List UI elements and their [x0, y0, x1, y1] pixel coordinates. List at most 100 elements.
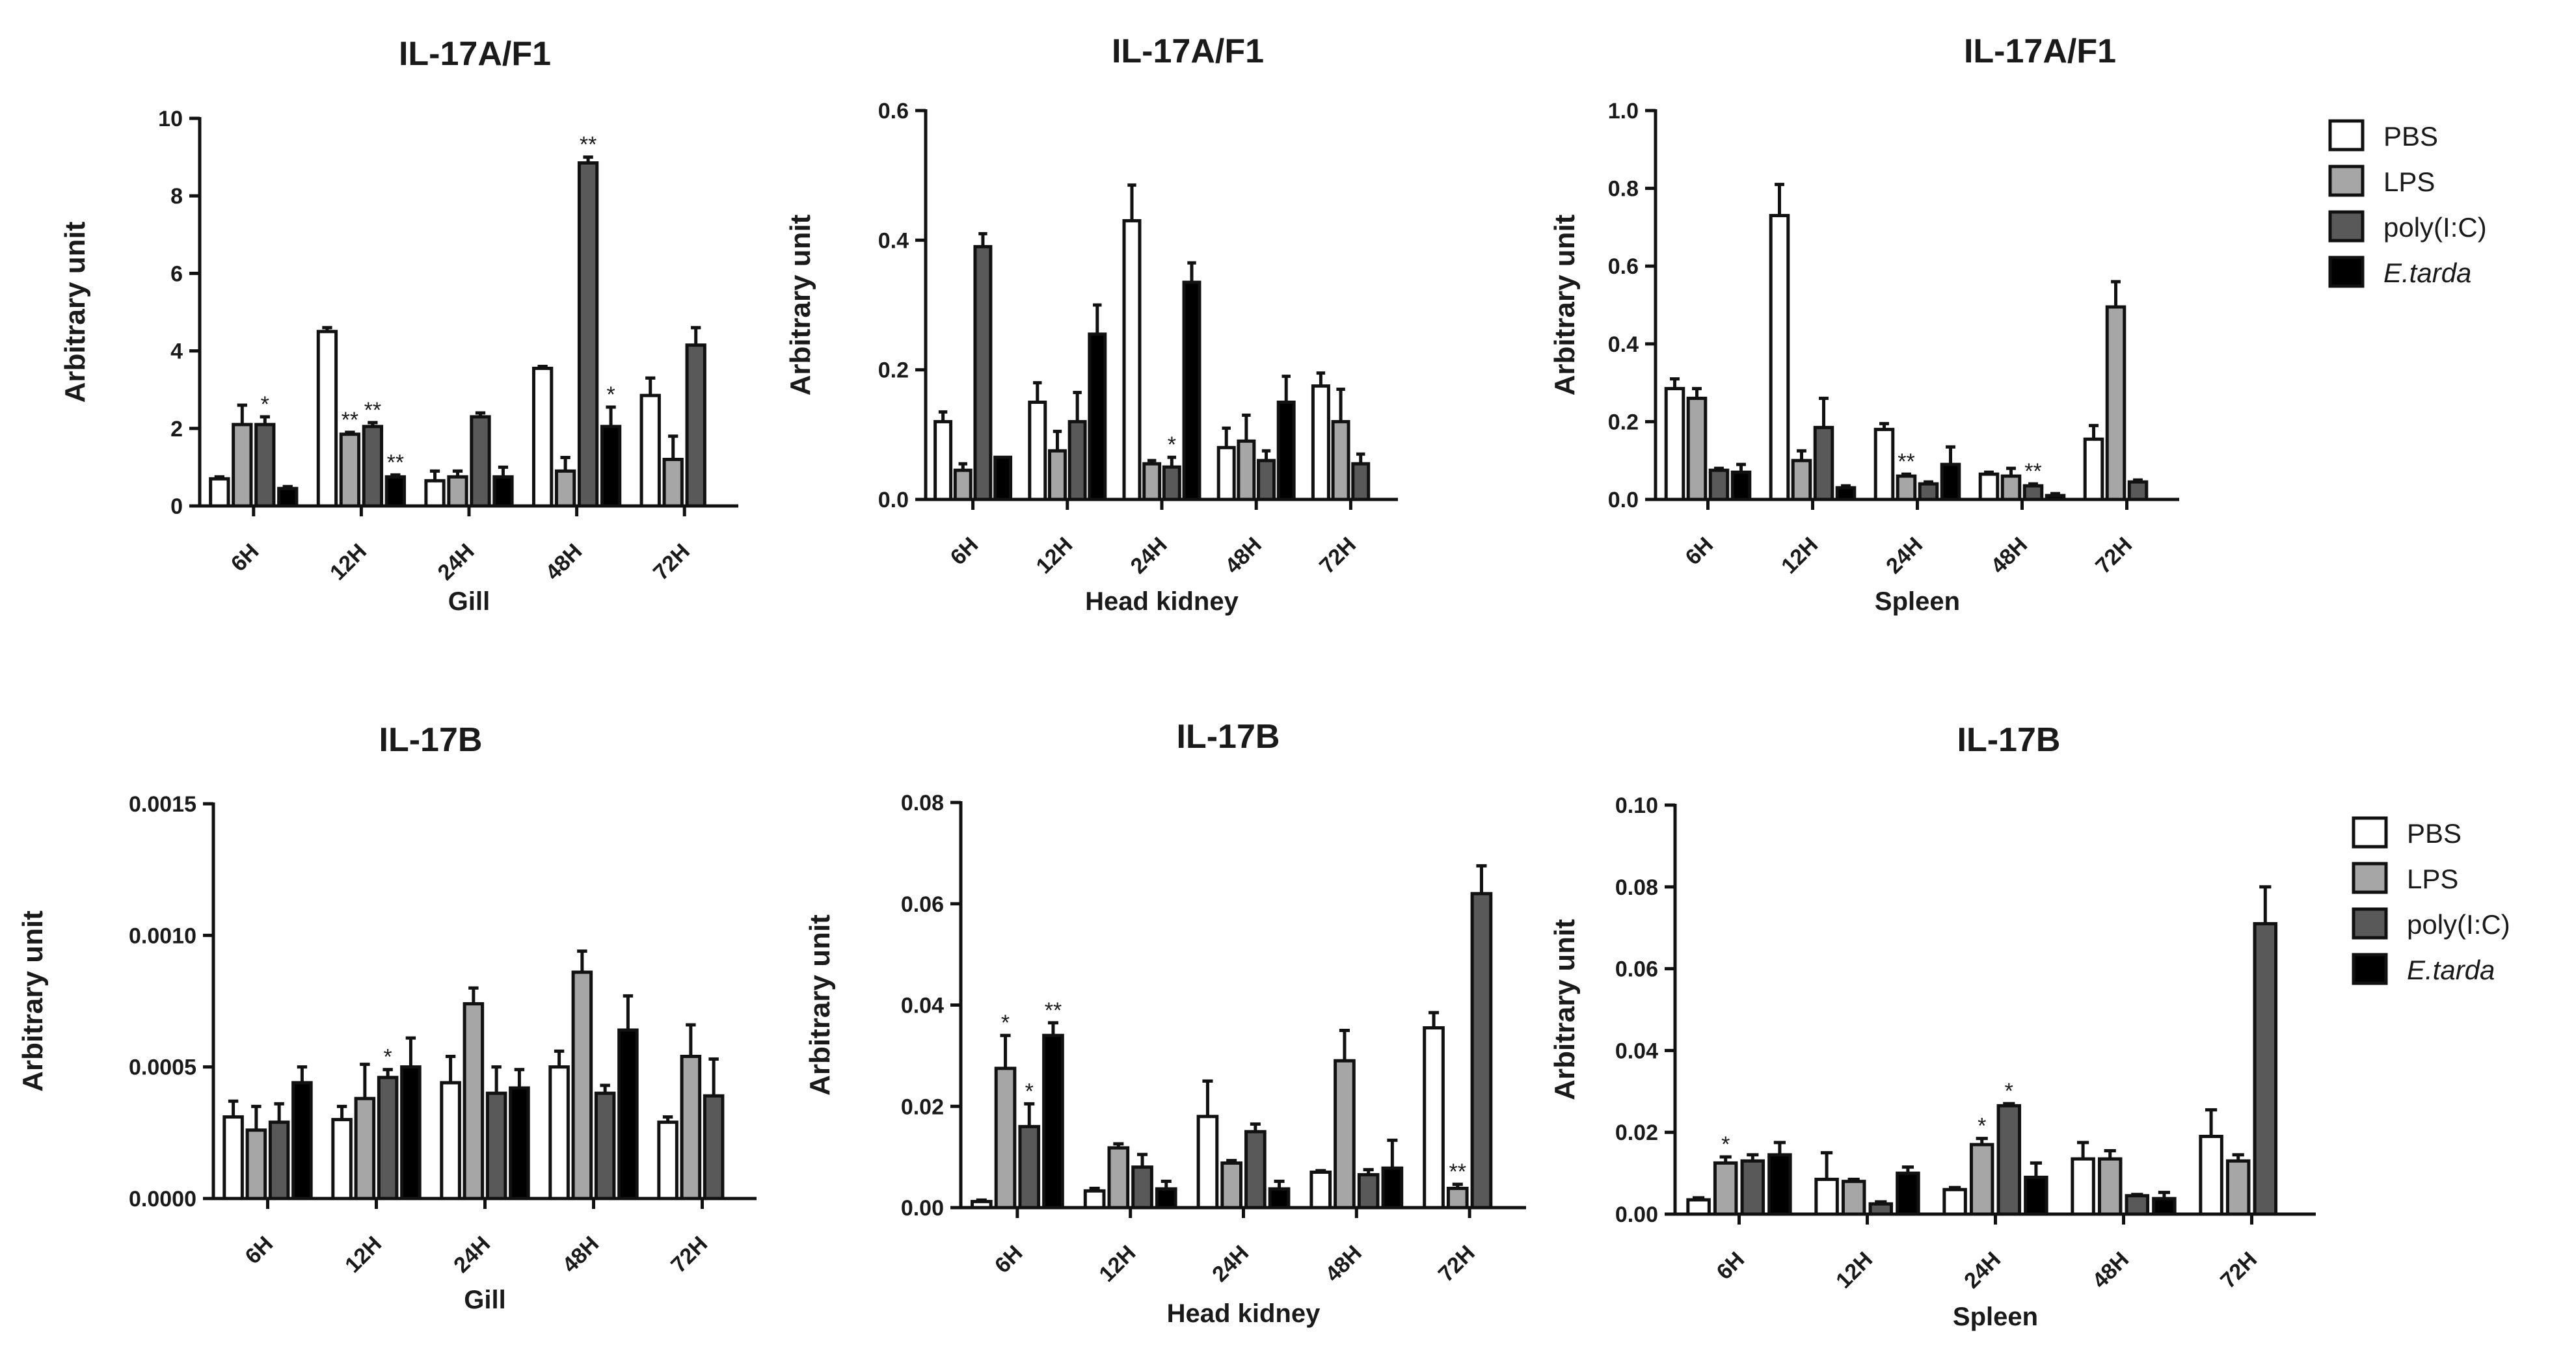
legend-swatch — [2328, 165, 2365, 197]
significance-mark: * — [1168, 432, 1176, 457]
y-tick-label: 0.8 — [1608, 177, 1639, 202]
bar — [1131, 1165, 1153, 1210]
chart-panel: IL-17A/F1 Spleen Arbitrary unit 0.0 0.2 0.4 0.… — [1549, 33, 2179, 616]
y-tick-label: 0.0010 — [129, 923, 196, 948]
x-tick-label: 48H — [557, 1232, 604, 1278]
x-tick-label: 72H — [1434, 1241, 1480, 1287]
x-tick-label: 6H — [226, 539, 264, 577]
bar — [339, 432, 361, 508]
x-tick-label: 72H — [2091, 533, 2137, 579]
x-tick-label: 12H — [325, 539, 371, 585]
legend-swatch — [2352, 907, 2388, 940]
bar — [1268, 1187, 1291, 1210]
significance-mark: ** — [1045, 998, 1062, 1023]
bar — [1470, 892, 1493, 1210]
bar — [2071, 1157, 2095, 1216]
legend-label: PBS — [2383, 121, 2438, 152]
bar — [245, 1128, 267, 1200]
bar — [639, 393, 661, 508]
y-tick-label: 10 — [158, 107, 183, 131]
bar — [1182, 280, 1201, 501]
bar — [440, 1081, 461, 1200]
legend-swatch — [2352, 953, 2388, 985]
bar — [1276, 401, 1296, 501]
y-tick-label: 0.04 — [1615, 1039, 1658, 1063]
y-tick-label: 0.0 — [878, 488, 909, 512]
bar — [1244, 1130, 1267, 1210]
bar — [2127, 480, 2149, 501]
bar — [1769, 213, 1790, 501]
bar — [1708, 468, 1730, 501]
significance-mark: ** — [387, 450, 404, 475]
bar — [1067, 419, 1087, 501]
y-tick-label: 0.06 — [1615, 957, 1658, 982]
bar — [1083, 1189, 1106, 1210]
bar — [1351, 462, 1371, 501]
bar — [2253, 921, 2278, 1216]
bar — [600, 425, 622, 508]
x-tick-label: 12H — [340, 1232, 386, 1278]
bar — [554, 469, 576, 508]
bar — [1237, 439, 1256, 501]
bar — [209, 477, 230, 508]
bar — [1381, 1166, 1404, 1210]
y-tick-label: 0.02 — [901, 1094, 944, 1119]
bar — [1142, 462, 1162, 501]
y-axis-label: Arbitrary unit — [785, 214, 816, 395]
significance-mark: * — [1001, 1011, 1010, 1035]
bar — [1107, 1146, 1130, 1210]
significance-mark: * — [1978, 1114, 1986, 1139]
y-tick-label: 0.2 — [878, 358, 909, 383]
bar — [2152, 1197, 2177, 1216]
significance-mark: ** — [1449, 1160, 1466, 1184]
y-tick-label: 0.6 — [1608, 254, 1639, 279]
bar — [492, 475, 514, 508]
legend-label: poly(I:C) — [2383, 212, 2487, 243]
bar — [400, 1065, 422, 1200]
y-tick-label: 2 — [170, 417, 183, 442]
bar — [1686, 1198, 1711, 1216]
legend-label: LPS — [2407, 864, 2458, 894]
bar — [316, 330, 338, 508]
y-tick-label: 0.08 — [901, 791, 944, 815]
bar — [1155, 1187, 1177, 1210]
y-axis-label: Arbitrary unit — [59, 221, 91, 403]
significance-mark: * — [384, 1045, 392, 1070]
x-tick-label: 48H — [1986, 533, 2032, 579]
significance-mark: ** — [364, 398, 381, 423]
bar — [594, 1091, 616, 1200]
legend-label: E.tarda — [2383, 258, 2471, 288]
bar — [657, 1120, 678, 1200]
chart-panel: IL-17A/F1 Gill Arbitrary unit 0 2 4 6 8 10 6H 12H 2… — [59, 35, 738, 616]
bar — [1122, 219, 1142, 501]
y-tick-label: 0.00 — [901, 1196, 944, 1221]
bar — [1257, 458, 1276, 501]
bar — [384, 475, 407, 508]
x-tick-label: 48H — [541, 539, 587, 585]
bar — [1664, 387, 1685, 501]
bar — [232, 423, 253, 508]
x-tick-label: 72H — [666, 1232, 712, 1278]
bar — [703, 1094, 725, 1200]
x-tick-label: 6H — [1712, 1247, 1750, 1285]
bar — [377, 1076, 399, 1200]
x-tick-label: 24H — [433, 539, 479, 585]
x-axis-label: Gill — [464, 1286, 505, 1314]
bar — [1896, 1171, 1920, 1216]
bar — [953, 468, 973, 501]
x-tick-label: 24H — [1881, 533, 1927, 579]
bar — [1896, 474, 1917, 501]
legend: PBS LPS poly(I:C) E.tarda — [2352, 816, 2510, 985]
bar — [1740, 1159, 1765, 1216]
bar — [617, 1028, 639, 1200]
legend-swatch — [2352, 862, 2388, 894]
legend-swatch — [2352, 816, 2388, 849]
bar — [222, 1115, 244, 1200]
bar — [1423, 1026, 1445, 1210]
bar — [1220, 1161, 1242, 1210]
bar — [2045, 494, 2066, 501]
x-tick-label: 12H — [1031, 533, 1077, 579]
bar — [463, 1002, 485, 1200]
legend-label: LPS — [2383, 166, 2435, 197]
y-tick-label: 0.04 — [901, 994, 944, 1018]
